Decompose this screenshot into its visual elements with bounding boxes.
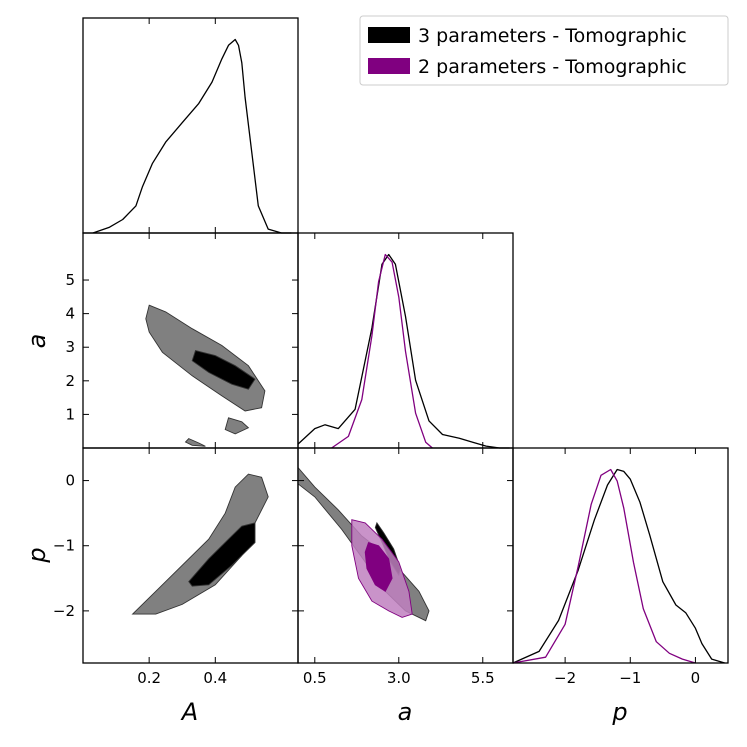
panel-A-vs-p-contours	[131, 473, 269, 615]
x-axis-label-A: A	[180, 698, 198, 726]
legend-label-2-parameters: 2 parameters - Tomographic	[418, 56, 687, 78]
y-axis-label-a: a	[23, 334, 51, 349]
x-axis-label-p: p	[611, 698, 627, 726]
tick-px-0-label: −2	[554, 669, 576, 687]
legend-swatch-3-parameters	[368, 27, 410, 43]
tick-py-c0-1-label: −1	[53, 537, 75, 555]
tick-ay-4-label: 5	[65, 271, 75, 289]
tick-labels: 0.2 0.4 0.5 3.0 5.5 −2 −1 0 1 2 3 4 5 0 −1 −2	[53, 271, 700, 687]
marginal-a-2-parameters	[331, 253, 433, 449]
legend-swatch-2-parameters	[368, 58, 410, 74]
panel-A-vs-a	[82, 232, 299, 449]
panel-a-vs-p	[297, 447, 514, 664]
marginal-A-3-parameters	[92, 38, 292, 234]
tick-ax-r2-0-label: 0.5	[303, 669, 327, 687]
tick-ax-r2-2-label: 5.5	[471, 669, 495, 687]
tick-A-r2-1-label: 0.4	[203, 669, 227, 687]
contour-inner-a-p-2-parameters	[364, 541, 393, 592]
tick-ax-r2-1-label: 3.0	[387, 669, 411, 687]
legend-label-3-parameters: 3 parameters - Tomographic	[418, 25, 687, 47]
marginal-p-2-parameters	[512, 468, 696, 664]
tick-marks	[83, 18, 696, 663]
contour-inner-A-p-3-parameters	[188, 522, 256, 587]
marginal-a-3-parameters	[297, 253, 510, 449]
panel-a-marginal-curves	[297, 253, 510, 449]
legend: 3 parameters - Tomographic 2 parameters …	[359, 15, 729, 86]
contour-inner-A-a-3-parameters	[191, 350, 256, 390]
x-axis-label-a: a	[398, 698, 413, 726]
tick-ay-2-label: 3	[65, 338, 75, 356]
tick-ay-0-label: 1	[65, 405, 75, 423]
contour-island-1-A-a-3-parameters	[184, 438, 206, 447]
panel-p-marginal-curves	[512, 468, 725, 664]
tick-px-2-label: 0	[691, 669, 701, 687]
contour-outer-A-p-3-parameters	[131, 473, 269, 615]
tick-px-1-label: −1	[619, 669, 641, 687]
tick-ay-1-label: 2	[65, 372, 75, 390]
panel-A-vs-a-contours	[145, 304, 266, 447]
panel-p-marginal	[512, 447, 729, 664]
legend-box	[359, 15, 729, 86]
tick-ay-3-label: 4	[65, 305, 75, 323]
tick-A-r2-0-label: 0.2	[137, 669, 161, 687]
tick-py-c0-2-label: −2	[53, 602, 75, 620]
contour-island-0-A-a-3-parameters	[224, 417, 250, 435]
tick-py-c0-0-label: 0	[65, 472, 75, 490]
y-axis-label-p: p	[23, 547, 51, 563]
panel-a-vs-p-contours	[297, 466, 430, 622]
panel-A-marginal-curves	[92, 38, 292, 234]
panel-p-marginal-frame	[512, 447, 729, 664]
